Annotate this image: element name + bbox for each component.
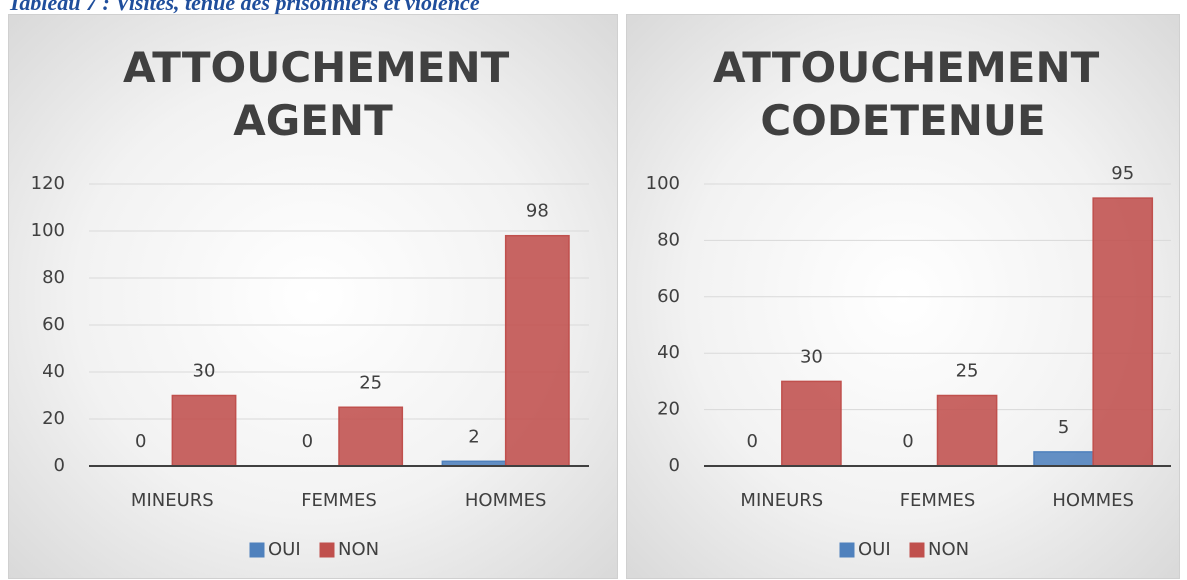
y-tick-label: 40 [42,361,65,382]
data-label: 95 [1111,163,1134,184]
data-label: 98 [526,201,549,222]
y-tick-label: 60 [42,314,65,335]
data-label: 25 [956,361,979,382]
legend-label: OUI [268,539,301,560]
x-tick-label: HOMMES [465,490,547,511]
page-heading: Tableau 7 : Visites, tenue des prisonnie… [8,0,480,15]
chart-title: ATTOUCHEMENT CODETENUE [713,43,1100,145]
bar [781,380,842,467]
y-tick-label: 0 [54,455,65,476]
bar [936,394,998,467]
y-tick-label: 20 [42,408,65,429]
legend-label: NON [338,539,379,560]
legend-label: OUI [858,539,891,560]
legend-swatch [249,542,265,558]
chart: 0 20 40 60 80 100 120 MINEURS 0 30 FEMMES 0 25 HOMMES… [31,173,589,560]
bar [1092,197,1154,467]
y-tick-label: 0 [669,455,680,476]
x-tick-label: HOMMES [1052,490,1134,511]
data-label: 0 [302,431,313,452]
y-tick-label: 100 [31,220,65,241]
legend-swatch [909,542,925,558]
chart-panel: ATTOUCHEMENT AGENT 0 20 40 60 80 100 120 MINEUR… [8,14,618,579]
bar [1033,451,1094,467]
chart-panel: ATTOUCHEMENT CODETENUE 0 20 40 60 80 100 MINEU… [626,14,1180,579]
y-tick-label: 120 [31,173,65,194]
y-tick-label: 80 [42,267,65,288]
chart: 0 20 40 60 80 100 MINEURS 0 30 FEMMES 0 25 HOMMES 5 95… [646,163,1171,560]
x-tick-label: FEMMES [900,490,976,511]
x-tick-label: FEMMES [301,490,377,511]
data-label: 25 [359,372,382,393]
data-label: 5 [1058,417,1069,438]
y-tick-label: 40 [657,342,680,363]
bar [171,394,237,467]
data-label: 30 [193,361,216,382]
bar [338,406,404,467]
legend-swatch [839,542,855,558]
data-label: 0 [902,431,913,452]
chart-title: ATTOUCHEMENT AGENT [123,43,510,145]
legend-label: NON [928,539,969,560]
data-label: 0 [747,431,758,452]
data-label: 30 [800,346,823,367]
x-tick-label: MINEURS [740,490,823,511]
y-tick-label: 100 [646,173,680,194]
bar [504,234,570,467]
data-label: 0 [135,431,146,452]
legend-swatch [319,542,335,558]
y-tick-label: 20 [657,399,680,420]
x-tick-label: MINEURS [131,490,214,511]
y-tick-label: 60 [657,286,680,307]
y-tick-label: 80 [657,229,680,250]
data-label: 2 [468,426,479,447]
